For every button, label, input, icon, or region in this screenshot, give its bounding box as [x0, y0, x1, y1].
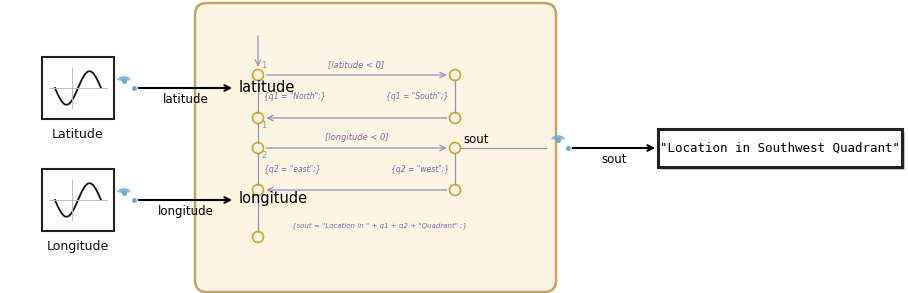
Text: Latitude: Latitude — [52, 128, 104, 141]
Text: [longitude < 0]: [longitude < 0] — [325, 133, 389, 142]
Text: "Location in Southwest Quadrant": "Location in Southwest Quadrant" — [660, 142, 900, 154]
FancyBboxPatch shape — [42, 57, 114, 119]
Text: 1: 1 — [261, 122, 266, 130]
Text: {sout = "Location in " + q1 + q2 + "Quadrant" ;}: {sout = "Location in " + q1 + q2 + "Quad… — [291, 222, 467, 229]
Text: sout: sout — [601, 153, 627, 166]
Text: 2: 2 — [261, 151, 266, 161]
Text: 1: 1 — [261, 60, 266, 69]
Text: Longitude: Longitude — [47, 240, 109, 253]
FancyBboxPatch shape — [658, 129, 902, 167]
Text: {q1 = "South";}: {q1 = "South";} — [387, 92, 449, 101]
Text: {q1 = "North";}: {q1 = "North";} — [264, 92, 326, 101]
FancyBboxPatch shape — [42, 169, 114, 231]
FancyBboxPatch shape — [661, 132, 905, 170]
Text: sout: sout — [463, 133, 489, 146]
Text: longitude: longitude — [158, 205, 213, 218]
Text: [latitude < 0]: [latitude < 0] — [329, 60, 385, 69]
FancyBboxPatch shape — [195, 3, 556, 292]
Text: latitude: latitude — [239, 79, 295, 95]
Text: {q2 = "east";}: {q2 = "east";} — [264, 164, 321, 173]
Text: {q2 = "west";}: {q2 = "west";} — [390, 164, 449, 173]
Text: longitude: longitude — [239, 192, 308, 207]
Text: latitude: latitude — [163, 93, 208, 106]
